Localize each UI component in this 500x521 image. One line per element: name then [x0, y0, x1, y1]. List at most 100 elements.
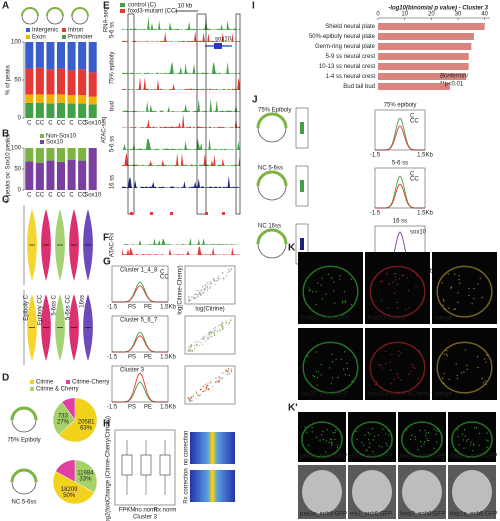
signal-track	[122, 175, 240, 188]
microscopy-image	[387, 307, 389, 309]
microscopy-image	[330, 439, 333, 441]
microscopy-image	[320, 363, 323, 366]
scatter-dot	[206, 286, 209, 288]
highlight-box	[196, 13, 207, 215]
microscopy-image	[342, 302, 344, 304]
microscopy-image	[331, 441, 333, 443]
x-tick-label: PE	[144, 355, 152, 361]
microscopy-image	[316, 376, 319, 379]
microscopy-image	[322, 430, 324, 433]
plot-frame	[184, 265, 236, 305]
scatter-dot	[217, 278, 220, 281]
microscopy-image	[415, 439, 417, 441]
bar-segment	[56, 94, 66, 103]
microscopy-image	[432, 252, 497, 324]
scatter-dot	[227, 374, 229, 376]
scatter-dot	[218, 275, 220, 277]
microscopy-image	[421, 445, 423, 447]
image-label: foxd3_enh6:GFP	[400, 454, 445, 460]
bar-segment	[56, 42, 66, 69]
microscopy-image	[309, 289, 311, 291]
microscopy-image	[485, 383, 487, 385]
scatter-dot	[223, 277, 225, 280]
microscopy-image	[427, 431, 430, 434]
heatmap-label: no correction	[184, 431, 190, 466]
x-tick-label: CC	[36, 121, 45, 127]
pie-slice	[74, 459, 98, 493]
bar-segment	[25, 94, 34, 103]
x-tick-label: C	[48, 193, 53, 199]
microscopy-image	[473, 287, 475, 289]
scatter-dot	[189, 400, 191, 402]
bar-segment	[78, 148, 87, 161]
scatter-dot	[230, 268, 233, 270]
scatter-dot	[214, 329, 216, 332]
bar-segment	[78, 42, 87, 70]
microscopy-image	[479, 432, 481, 435]
microscopy-image	[464, 429, 466, 431]
image-label: FoxD3-Cherry	[368, 316, 406, 322]
bar-segment	[67, 103, 76, 118]
microscopy-image	[405, 308, 407, 311]
image-label: ets1_enh6:GFP	[350, 454, 392, 460]
microscopy-image	[448, 307, 450, 309]
scatter-dot	[213, 279, 215, 281]
scatter-dot	[202, 335, 204, 338]
panel-letter: C	[2, 195, 9, 206]
legend-swatch	[62, 28, 66, 32]
scatter-dot	[196, 392, 198, 395]
microscopy-image	[461, 433, 464, 435]
scatter-dot	[202, 292, 204, 294]
scatter-dot	[208, 388, 210, 390]
scatter-dot	[227, 269, 230, 271]
scatter-dot	[218, 376, 220, 378]
track-label: bud	[110, 101, 116, 111]
microscopy-image	[446, 353, 448, 355]
track-label: 16 ss	[110, 175, 116, 189]
microscopy-image	[467, 438, 469, 441]
microscopy-image	[361, 441, 363, 443]
axis-label: log(Citrine)	[195, 307, 224, 313]
microscopy-image	[388, 283, 390, 285]
microscopy-image	[487, 440, 489, 442]
scatter-dot	[195, 397, 197, 400]
scatter-dot	[203, 390, 206, 392]
microscopy-image	[397, 283, 399, 286]
bar-segment	[88, 42, 97, 73]
microscopy-image	[401, 274, 404, 276]
microscopy-image	[344, 301, 346, 303]
scatter-dot	[215, 380, 218, 382]
microscopy-image	[351, 421, 393, 458]
bar-segment	[88, 96, 97, 105]
bar-segment	[78, 95, 87, 104]
microscopy-image	[393, 378, 395, 380]
category-label: 10-13 ss neural crest	[319, 64, 375, 70]
peak-call	[130, 212, 133, 215]
scatter-dot	[207, 382, 209, 384]
microscopy-image	[397, 350, 400, 352]
microscopy-image	[478, 444, 480, 446]
signal-track	[122, 61, 240, 74]
legend-label: C	[410, 172, 415, 178]
microscopy-image	[466, 368, 468, 370]
scatter-dot	[197, 294, 199, 296]
scatter-dot	[188, 345, 190, 348]
y-tick-label: 0	[18, 116, 22, 122]
microscopy-image	[393, 292, 396, 294]
x-tick-label: no norm	[135, 508, 157, 514]
embryo-cartoon	[10, 406, 38, 421]
scatter-dot	[195, 391, 198, 393]
bar-segment	[25, 102, 34, 118]
microscopy-image	[325, 293, 327, 295]
scatter-dot	[198, 290, 200, 292]
scatter-dot	[205, 390, 207, 392]
x-tick-label: PS	[128, 355, 136, 361]
microscopy-image	[331, 277, 333, 279]
scatter-dot	[210, 331, 212, 334]
heatmap-label: Rx correction	[184, 468, 190, 503]
microscopy-image	[329, 367, 331, 369]
track-label: ATAC-Rx	[110, 233, 116, 257]
x-tick-label: Sox10	[84, 121, 102, 127]
scatter-dot	[221, 372, 223, 375]
microscopy-image	[468, 287, 470, 290]
